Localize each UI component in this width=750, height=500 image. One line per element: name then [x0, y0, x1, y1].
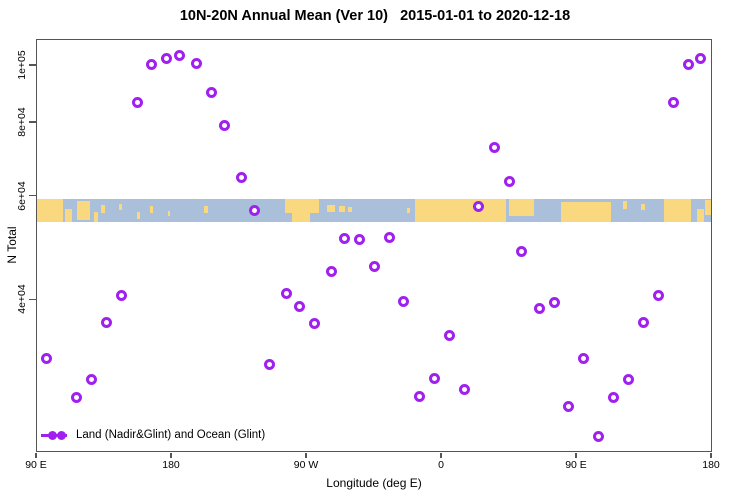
- plot-area: [36, 39, 712, 452]
- data-point: [472, 200, 484, 212]
- x-tick-label: 180: [702, 459, 720, 471]
- data-point: [235, 172, 247, 184]
- chart-title: 10N-20N Annual Mean (Ver 10) 2015-01-01 …: [179, 8, 571, 24]
- x-tick-mark: [710, 452, 712, 458]
- y-tick-label: 6e+04: [16, 180, 28, 211]
- land-patch: [150, 205, 153, 213]
- data-point: [145, 58, 157, 70]
- land-patch: [407, 208, 410, 213]
- land-patch: [641, 203, 645, 211]
- x-tick-mark: [440, 452, 442, 458]
- world-map-band: [37, 199, 711, 222]
- land-patch: [119, 203, 122, 211]
- data-point: [622, 374, 634, 386]
- data-point: [70, 392, 82, 404]
- x-tick-label: 90 W: [293, 459, 319, 471]
- y-tick-label: 1e+05: [16, 50, 28, 80]
- data-point: [637, 316, 649, 328]
- data-point: [534, 303, 545, 315]
- data-point: [339, 233, 350, 245]
- land-patch: [348, 207, 352, 212]
- data-point: [577, 353, 589, 365]
- land-patch: [697, 209, 704, 222]
- y-tick-mark: [29, 194, 36, 197]
- land-patch: [327, 204, 335, 212]
- data-point: [549, 297, 560, 309]
- data-point: [40, 353, 52, 365]
- data-point: [504, 176, 515, 188]
- data-point: [414, 390, 425, 402]
- data-point: [444, 330, 455, 342]
- y-tick-mark: [29, 121, 36, 123]
- data-point: [667, 96, 679, 108]
- data-point: [132, 97, 143, 109]
- data-point: [85, 374, 97, 386]
- data-point: [694, 52, 706, 64]
- land-patch: [168, 210, 170, 217]
- data-point: [354, 233, 365, 245]
- land-patch: [415, 199, 506, 222]
- land-patch: [292, 210, 310, 222]
- x-tick-mark: [305, 452, 307, 458]
- data-point: [160, 53, 172, 65]
- data-point: [562, 401, 574, 413]
- y-axis-title: N Total: [5, 226, 19, 264]
- data-point: [369, 260, 380, 272]
- y-tick-label: 8e+04: [16, 107, 28, 137]
- land-patch: [623, 201, 627, 210]
- data-point: [516, 245, 527, 257]
- land-patch: [561, 201, 611, 222]
- data-point: [115, 290, 127, 302]
- land-patch: [705, 200, 711, 216]
- data-point: [397, 296, 409, 308]
- land-patch: [339, 205, 345, 212]
- land-patch: [94, 211, 98, 222]
- land-patch: [77, 201, 90, 220]
- data-point: [264, 359, 275, 371]
- legend-label: Land (Nadir&Glint) and Ocean (Glint): [76, 429, 266, 441]
- data-point: [652, 289, 664, 301]
- land-patch: [204, 205, 208, 213]
- x-tick-mark: [35, 452, 37, 458]
- data-point: [219, 120, 230, 132]
- x-axis-title: Longitude (deg E): [326, 476, 422, 490]
- data-point: [280, 287, 292, 299]
- land-patch: [509, 199, 534, 216]
- data-point: [459, 384, 470, 396]
- data-point: [174, 50, 185, 62]
- data-point: [682, 59, 694, 71]
- data-point: [592, 430, 604, 442]
- x-tick-mark: [575, 452, 577, 458]
- x-tick-label: 180: [162, 459, 180, 471]
- data-point: [100, 316, 112, 328]
- data-point: [309, 317, 320, 329]
- data-point: [249, 204, 260, 216]
- data-point: [384, 232, 395, 244]
- x-tick-label: 0: [438, 459, 444, 471]
- y-tick-label: 4e+04: [16, 284, 28, 315]
- land-patch: [101, 204, 105, 213]
- data-point: [489, 141, 500, 153]
- legend-point-icon: [56, 430, 66, 440]
- data-point: [294, 300, 305, 312]
- legend-point-icon: [47, 430, 57, 440]
- data-point: [607, 392, 619, 404]
- land-patch: [65, 209, 72, 222]
- data-point: [429, 372, 440, 384]
- x-tick-label: 90 E: [25, 459, 47, 471]
- data-point: [205, 87, 217, 99]
- y-tick-mark: [29, 64, 36, 66]
- x-tick-label: 90 E: [565, 459, 587, 471]
- land-patch: [137, 211, 140, 219]
- x-tick-mark: [170, 452, 172, 458]
- data-point: [325, 265, 337, 277]
- land-patch: [285, 199, 319, 213]
- land-patch: [37, 199, 63, 222]
- data-point: [190, 58, 202, 70]
- y-tick-mark: [29, 298, 36, 301]
- land-patch: [664, 199, 691, 222]
